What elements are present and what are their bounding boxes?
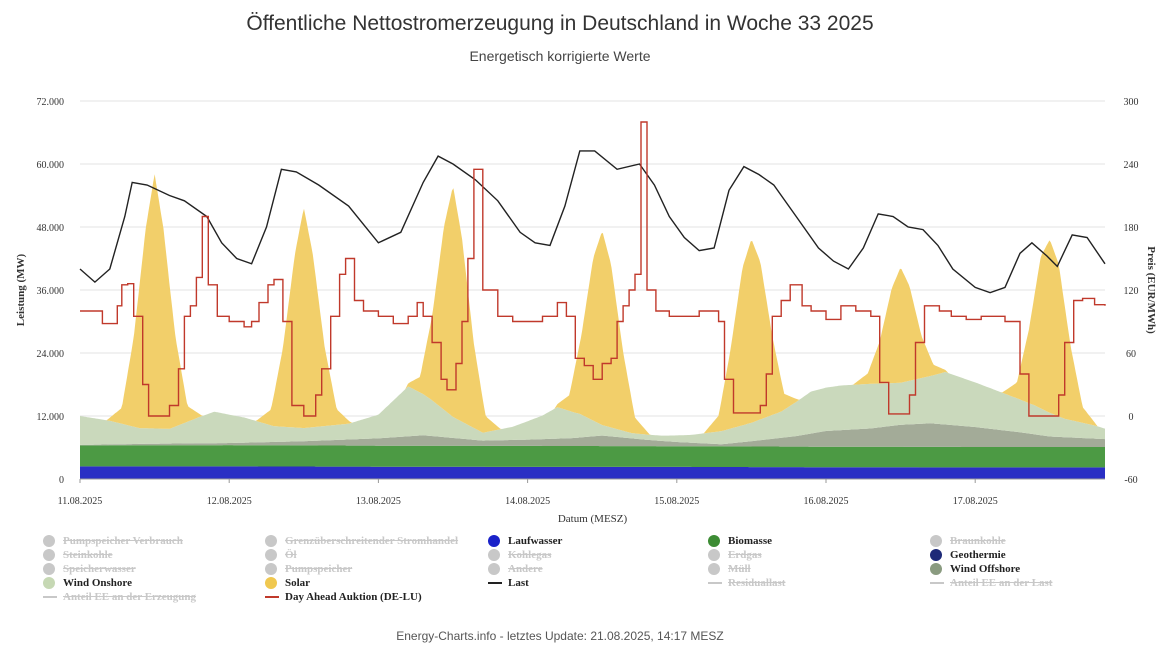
legend-label: Solar — [285, 577, 311, 589]
legend-label: Laufwasser — [508, 535, 563, 547]
legend-label: Kohlegas — [508, 549, 552, 561]
legend-label: Braunkohle — [950, 535, 1006, 547]
chart-area[interactable]: 0 12.000 24.000 36.000 48.000 60.000 72.000 -60… — [0, 0, 1173, 620]
area-wind-onshore — [80, 372, 1105, 445]
chart-title: Öffentliche Nettostromerzeugung in Deuts… — [246, 12, 874, 35]
legend-label: Geothermie — [950, 549, 1006, 561]
y2-tick-label: -60 — [1124, 475, 1137, 486]
line-day-ahead-price — [80, 121, 1106, 417]
chart-subtitle: Energetisch korrigierte Werte — [469, 48, 651, 64]
legend-label: Wind Offshore — [950, 563, 1021, 575]
legend-circle-icon — [43, 577, 55, 589]
y-tick-label: 36.000 — [37, 286, 65, 297]
legend-circle-icon — [43, 549, 55, 561]
legend-label: Speicherwasser — [63, 563, 136, 575]
legend-line-icon — [43, 596, 57, 598]
legend-circle-icon — [930, 549, 942, 561]
x-tick-label: 13.08.2025 — [356, 496, 401, 507]
y2-tick-label: 0 — [1129, 412, 1134, 423]
legend-label: Biomasse — [728, 535, 772, 547]
y2-tick-label: 240 — [1124, 160, 1139, 171]
legend-label: Anteil EE an der Last — [950, 577, 1053, 589]
y-axis-label: Leistung (MW) — [15, 253, 27, 326]
legend-label: Grenzüberschreitender Stromhandel — [285, 535, 459, 547]
legend-line-icon — [488, 582, 502, 584]
y-tick-label: 72.000 — [37, 97, 65, 108]
legend-label: Pumpspeicher — [285, 563, 353, 575]
legend-label: Last — [508, 577, 529, 589]
legend-circle-icon — [488, 549, 500, 561]
x-tick-label: 11.08.2025 — [58, 496, 103, 507]
legend-label: Öl — [285, 549, 297, 561]
legend-line-icon — [265, 596, 279, 598]
area-laufwasser — [80, 466, 1105, 479]
legend-circle-icon — [265, 549, 277, 561]
y2-tick-label: 120 — [1124, 286, 1139, 297]
y2-tick-label: 60 — [1126, 349, 1136, 360]
legend-line-icon — [930, 582, 944, 584]
area-solar — [80, 174, 1105, 436]
legend-circle-icon — [265, 535, 277, 547]
line-last — [79, 150, 1106, 294]
legend-label: Day Ahead Auktion (DE-LU) — [285, 591, 422, 603]
legend-circle-icon — [43, 563, 55, 575]
legend-label: Anteil EE an der Erzeugung — [63, 591, 197, 603]
y-tick-label: 48.000 — [37, 223, 65, 234]
legend-circle-icon — [488, 563, 500, 575]
legend-label: Andere — [508, 563, 543, 575]
footer-update-info: Energy-Charts.info - letztes Update: 21.… — [396, 629, 724, 643]
legend-label: Müll — [728, 563, 751, 575]
y-tick-label: 12.000 — [37, 412, 65, 423]
legend-label: Pumpspeicher Verbrauch — [63, 535, 183, 547]
legend-label: Residuallast — [728, 577, 786, 589]
legend-circle-icon — [708, 563, 720, 575]
x-axis-label: Datum (MESZ) — [558, 513, 628, 525]
legend-label: Steinkohle — [63, 549, 113, 561]
x-tick-label: 17.08.2025 — [953, 496, 998, 507]
area-biomasse — [80, 445, 1105, 468]
x-tick-label: 15.08.2025 — [654, 496, 699, 507]
legend-circle-icon — [265, 563, 277, 575]
legend-label: Erdgas — [728, 549, 762, 561]
legend-circle-icon — [708, 549, 720, 561]
area-wind-offshore — [80, 423, 1105, 447]
legend-circle-icon — [265, 577, 277, 589]
x-tick-label: 16.08.2025 — [803, 496, 848, 507]
x-tick-label: 14.08.2025 — [505, 496, 550, 507]
legend-circle-icon — [488, 535, 500, 547]
y2-tick-label: 180 — [1124, 223, 1139, 234]
x-tick-label: 12.08.2025 — [207, 496, 252, 507]
y2-tick-label: 300 — [1124, 97, 1139, 108]
y-tick-label: 0 — [59, 475, 64, 486]
legend-circle-icon — [930, 535, 942, 547]
y-tick-label: 24.000 — [37, 349, 65, 360]
legend-circle-icon — [708, 535, 720, 547]
y-tick-label: 60.000 — [37, 160, 65, 171]
legend-circle-icon — [43, 535, 55, 547]
legend-label: Wind Onshore — [63, 577, 132, 589]
legend-circle-icon — [930, 563, 942, 575]
y2-axis-label: Preis (EUR/MWh) — [1145, 246, 1157, 334]
legend-line-icon — [708, 582, 722, 584]
